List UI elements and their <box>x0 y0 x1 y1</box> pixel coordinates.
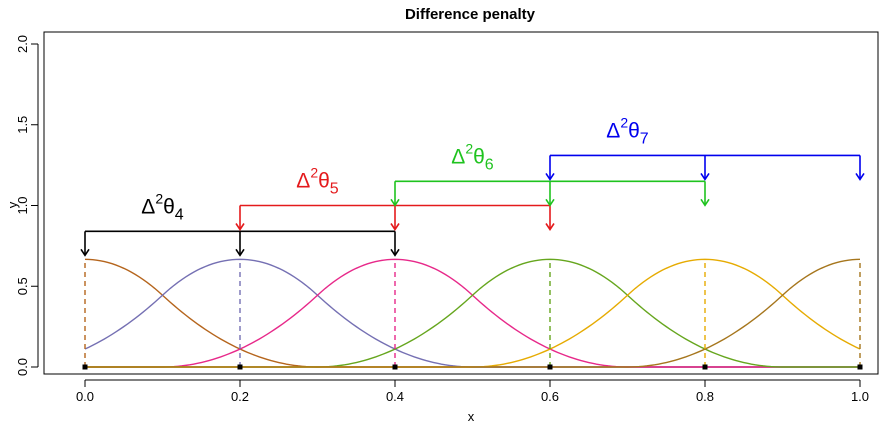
penalty-label-part: Δ <box>606 120 620 143</box>
arrow-head <box>235 248 245 257</box>
penalty-label: Δ2θ5 <box>296 165 339 198</box>
penalty-label-part: 2 <box>310 165 318 181</box>
penalty-label-part: θ <box>163 196 175 219</box>
x-tick-label: 0.4 <box>386 389 404 404</box>
plot-frame <box>43 31 879 375</box>
penalty-label-part: θ <box>318 170 330 193</box>
penalty-label: Δ2θ4 <box>141 191 184 224</box>
penalty-label-part: 2 <box>620 115 628 131</box>
penalty-label-part: Δ <box>451 146 465 169</box>
knot-marker <box>237 364 243 370</box>
arrow-head <box>390 223 400 231</box>
arrow-head <box>700 198 710 207</box>
arrow-head <box>390 248 400 257</box>
knot-marker <box>547 364 553 370</box>
x-tick-label: 0.8 <box>696 389 714 404</box>
y-tick-label: 2.0 <box>15 35 30 53</box>
basis-curve <box>84 258 860 368</box>
penalty-label-part: Δ <box>296 170 310 193</box>
knot-marker <box>392 364 398 370</box>
penalty-label-part: 7 <box>640 131 649 148</box>
x-tick-label: 1.0 <box>851 389 869 404</box>
basis-curve <box>85 258 860 368</box>
y-axis-label: y <box>5 201 20 208</box>
arrow-head <box>545 198 555 207</box>
penalty-label: Δ2θ6 <box>451 141 494 174</box>
y-tick-label: 0.5 <box>15 277 30 295</box>
x-tick-label: 0.0 <box>76 389 94 404</box>
penalty-label-part: θ <box>473 146 485 169</box>
arrow-head <box>80 248 90 257</box>
basis-curves <box>84 258 861 368</box>
basis-curve <box>85 258 861 368</box>
knot-dashed-lines <box>82 259 863 370</box>
y-axis: 0.0 0.5 1.0 1.5 2.0 <box>15 35 39 376</box>
x-axis-label: x <box>468 409 475 424</box>
penalty-bracket: Δ2θ6 <box>390 141 710 207</box>
arrow-head <box>545 172 555 181</box>
y-tick-label: 1.5 <box>15 116 30 134</box>
penalty-label-part: 6 <box>485 157 494 174</box>
knot-marker <box>82 364 88 370</box>
basis-curve <box>84 258 860 368</box>
basis-curve <box>85 258 861 368</box>
penalty-label-part: θ <box>628 120 640 143</box>
arrow-head <box>545 223 555 231</box>
penalty-label-part: Δ <box>141 196 155 219</box>
penalty-label-part: 5 <box>330 181 339 198</box>
x-axis: 0.0 0.2 0.4 0.6 0.8 1.0 <box>76 379 869 404</box>
arrow-head <box>390 198 400 207</box>
arrow-head <box>700 172 710 181</box>
x-tick-label: 0.6 <box>541 389 559 404</box>
penalty-label-part: 2 <box>155 191 163 207</box>
penalty-bracket: Δ2θ7 <box>545 115 865 181</box>
arrow-head <box>235 223 245 231</box>
penalty-label: Δ2θ7 <box>606 115 649 148</box>
chart-title: Difference penalty <box>405 6 536 23</box>
knot-marker <box>702 364 708 370</box>
arrow-head <box>855 172 865 181</box>
y-tick-label: 1.0 <box>15 196 30 214</box>
penalty-label-part: 4 <box>175 207 184 224</box>
penalty-bracket: Δ2θ4 <box>80 191 400 257</box>
penalty-label-part: 2 <box>465 141 473 157</box>
basis-curve <box>85 258 860 368</box>
x-tick-label: 0.2 <box>231 389 249 404</box>
y-tick-label: 0.0 <box>15 358 30 376</box>
knot-marker <box>857 364 863 370</box>
